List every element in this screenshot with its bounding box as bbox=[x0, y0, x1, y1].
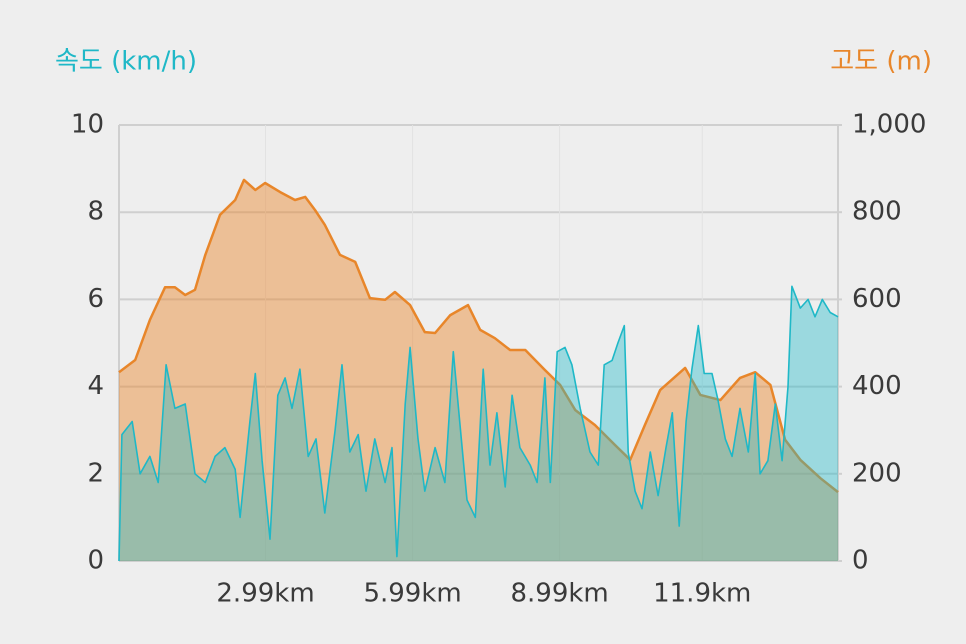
y2-tick-label: 400 bbox=[852, 371, 902, 401]
y2-tick-label: 600 bbox=[852, 284, 902, 314]
y-tick-label: 2 bbox=[87, 458, 104, 488]
y-tick-label: 8 bbox=[87, 197, 104, 227]
area bbox=[119, 286, 838, 561]
x-tick-label: 11.9km bbox=[653, 579, 751, 609]
y2-axis-title: 고도 (m) bbox=[830, 47, 932, 77]
line bbox=[118, 178, 839, 494]
x-tick-label: 8.99km bbox=[510, 579, 608, 609]
y-tick-label: 0 bbox=[87, 546, 104, 576]
x-tick-label: 5.99km bbox=[363, 579, 461, 609]
y2-tick-label: 1,000 bbox=[852, 110, 926, 140]
x-tick-label: 2.99km bbox=[216, 579, 314, 609]
line bbox=[118, 285, 839, 562]
y-tick-label: 10 bbox=[71, 110, 104, 140]
y2-tick-label: 200 bbox=[852, 458, 902, 488]
area bbox=[119, 179, 838, 561]
y2-tick-label: 0 bbox=[852, 546, 869, 576]
y-tick-label: 4 bbox=[87, 371, 104, 401]
y-tick-label: 6 bbox=[87, 284, 104, 314]
y-axis-title: 속도 (km/h) bbox=[55, 47, 197, 77]
y2-tick-label: 800 bbox=[852, 197, 902, 227]
